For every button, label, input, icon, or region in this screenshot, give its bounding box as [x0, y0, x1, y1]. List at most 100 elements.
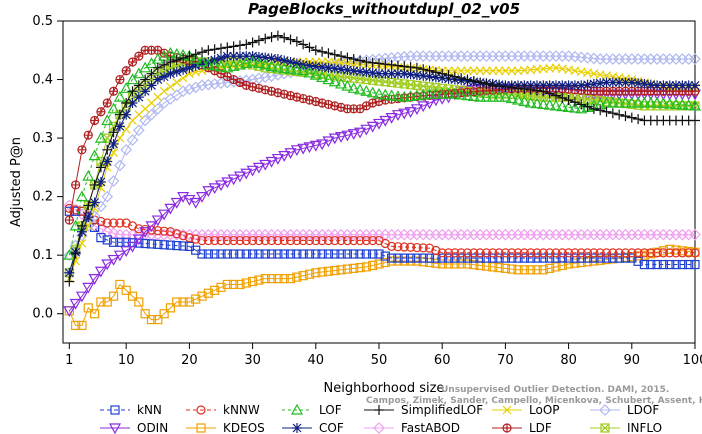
data-point [563, 253, 574, 263]
data-point [387, 241, 397, 251]
legend-marker [599, 404, 611, 416]
data-point [620, 248, 631, 258]
data-point [127, 86, 138, 97]
data-point [418, 64, 429, 75]
data-point [77, 145, 87, 155]
data-point [64, 215, 74, 225]
data-point [260, 33, 271, 44]
data-point [393, 242, 403, 252]
y-tick-label: 0.3 [32, 131, 53, 146]
data-point [613, 96, 626, 108]
data-point [134, 224, 144, 234]
legend-marker [502, 423, 512, 433]
data-point [132, 67, 145, 79]
data-point [203, 56, 214, 67]
data-point [77, 320, 87, 331]
data-point [658, 259, 669, 270]
data-point [152, 74, 163, 85]
data-point [248, 235, 258, 246]
legend-label: kNN [137, 403, 162, 417]
data-point [475, 260, 485, 271]
data-point [335, 77, 348, 89]
legend-label: ODIN [137, 421, 168, 434]
data-point [172, 297, 182, 307]
data-point [311, 235, 321, 246]
data-point [336, 51, 347, 62]
data-point [272, 54, 283, 65]
data-point [462, 74, 473, 85]
data-point [430, 72, 441, 83]
series-layer [63, 30, 702, 331]
data-point [146, 314, 157, 325]
data-point [538, 86, 549, 97]
data-point [488, 253, 498, 263]
data-point [222, 51, 233, 62]
data-point [317, 46, 328, 57]
data-point [443, 248, 454, 258]
data-point [412, 242, 422, 253]
data-point [114, 109, 125, 120]
legend-item-inflo: INFLO [590, 421, 662, 434]
data-point [229, 235, 239, 246]
data-point [126, 134, 139, 146]
data-point [208, 59, 221, 71]
data-point [417, 101, 430, 113]
data-point [139, 227, 152, 238]
data-point [273, 274, 283, 284]
data-point [140, 238, 150, 249]
data-point [292, 249, 302, 259]
data-point [627, 248, 637, 258]
data-point [190, 49, 201, 60]
data-point [102, 156, 113, 167]
data-point [368, 249, 378, 259]
data-point [322, 73, 335, 85]
data-point [676, 98, 689, 110]
data-point [404, 90, 417, 101]
data-point [385, 112, 398, 124]
data-point [619, 96, 632, 108]
data-point [229, 279, 239, 290]
data-point [652, 259, 662, 270]
data-point [361, 235, 371, 246]
data-point [380, 68, 391, 79]
data-point [519, 265, 529, 275]
data-point [303, 142, 316, 154]
data-point [102, 297, 112, 307]
data-point [196, 192, 209, 203]
data-point [203, 249, 213, 259]
data-point [202, 186, 215, 198]
data-point [657, 97, 670, 109]
data-point [153, 314, 163, 325]
data-point [690, 248, 700, 258]
data-point [127, 291, 138, 301]
data-point [159, 309, 169, 319]
data-point [463, 66, 472, 76]
data-point [196, 79, 208, 92]
data-point [494, 248, 504, 258]
data-point [374, 68, 384, 79]
data-point [355, 249, 365, 259]
data-point [589, 248, 599, 258]
data-point [374, 58, 384, 69]
data-point [614, 77, 625, 88]
data-point [355, 263, 365, 273]
data-point [166, 82, 175, 92]
data-point [644, 96, 657, 108]
data-point [203, 235, 213, 246]
data-point [121, 285, 131, 295]
data-point [291, 58, 302, 69]
data-point [372, 87, 386, 99]
data-point [404, 107, 417, 118]
data-point [626, 112, 637, 123]
data-point [690, 80, 700, 91]
data-point [513, 253, 523, 263]
data-point [328, 133, 341, 145]
data-point [380, 59, 391, 70]
data-point [196, 55, 209, 67]
data-point [134, 297, 144, 307]
data-point [342, 65, 353, 76]
data-point [317, 62, 328, 73]
data-point [481, 78, 492, 89]
series-line [68, 61, 695, 273]
data-point [266, 53, 277, 64]
